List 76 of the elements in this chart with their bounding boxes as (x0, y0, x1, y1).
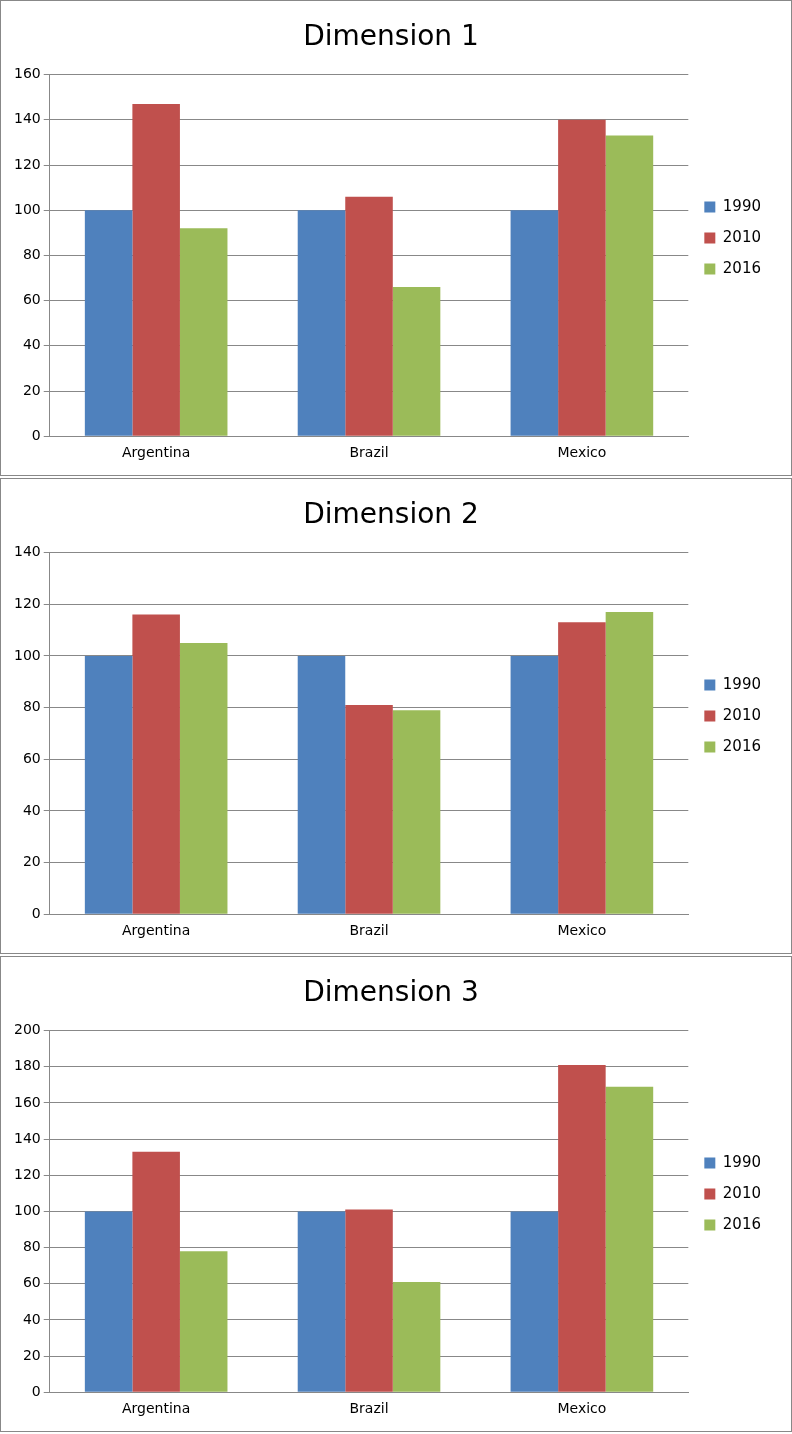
y-tick-label: 20 (22, 1346, 41, 1363)
bar (84, 655, 133, 914)
bar (345, 1209, 393, 1392)
bar (297, 1211, 346, 1392)
y-tick-label: 60 (22, 291, 41, 308)
bar (132, 103, 180, 436)
bar (605, 135, 654, 436)
y-tick-label: 100 (13, 200, 41, 217)
x-tick-label: Brazil (349, 1400, 389, 1417)
y-tick-label: 40 (22, 801, 41, 818)
bar (179, 1251, 228, 1392)
bar (179, 228, 228, 436)
legend-label: 2016 (722, 1214, 762, 1233)
bar (179, 643, 228, 914)
y-tick-label: 200 (13, 1021, 41, 1038)
bar (345, 704, 393, 914)
y-tick-label: 100 (13, 1202, 41, 1219)
y-tick-label: 140 (13, 543, 41, 560)
y-tick-label: 140 (13, 110, 41, 127)
y-tick-label: 160 (13, 1093, 41, 1110)
bar (558, 119, 606, 436)
y-tick-label: 140 (13, 1129, 41, 1146)
y-tick-label: 40 (22, 1310, 41, 1327)
legend-label: 1990 (722, 674, 762, 693)
bar (558, 622, 606, 914)
bar (605, 1086, 654, 1392)
y-tick-label: 160 (13, 65, 41, 82)
chart-title: Dimension 2 (303, 497, 479, 531)
y-tick-label: 20 (22, 381, 41, 398)
legend-label: 2010 (722, 227, 762, 246)
legend-label: 2016 (722, 258, 762, 277)
x-tick-label: Argentina (122, 922, 191, 939)
y-tick-label: 0 (31, 1382, 41, 1399)
legend-label: 2010 (722, 1183, 762, 1202)
bar (510, 1211, 559, 1392)
y-tick-label: 80 (22, 246, 41, 263)
y-tick-label: 40 (22, 336, 41, 353)
y-tick-label: 80 (22, 1238, 41, 1255)
bar (510, 655, 559, 914)
bar (558, 1064, 606, 1392)
x-tick-label: Mexico (557, 1400, 607, 1417)
x-tick-label: Mexico (557, 922, 607, 939)
legend-label: 2010 (722, 705, 762, 724)
bar (84, 210, 133, 436)
bar (345, 196, 393, 436)
x-tick-label: Argentina (122, 1400, 191, 1417)
y-tick-label: 120 (13, 594, 41, 611)
bar (297, 210, 346, 436)
legend-label: 1990 (722, 196, 762, 215)
bar (392, 1281, 441, 1392)
chart-title: Dimension 3 (303, 975, 479, 1009)
bar (132, 614, 180, 914)
chart-title: Dimension 1 (303, 19, 479, 53)
x-tick-label: Brazil (349, 922, 389, 939)
y-tick-label: 80 (22, 698, 41, 715)
y-tick-label: 0 (31, 426, 41, 443)
y-tick-label: 180 (13, 1057, 41, 1074)
x-tick-label: Brazil (349, 444, 389, 461)
y-tick-label: 20 (22, 853, 41, 870)
bar (132, 1151, 180, 1392)
y-tick-label: 100 (13, 646, 41, 663)
bar (297, 655, 346, 914)
y-tick-label: 60 (22, 1274, 41, 1291)
bar (84, 1211, 133, 1392)
x-tick-label: Mexico (557, 444, 607, 461)
y-tick-label: 120 (13, 1165, 41, 1182)
y-tick-label: 0 (31, 904, 41, 921)
bar (605, 612, 654, 914)
y-tick-label: 60 (22, 749, 41, 766)
bar (510, 210, 559, 436)
bar (392, 287, 441, 436)
y-tick-label: 120 (13, 155, 41, 172)
bar (392, 710, 441, 914)
x-tick-label: Argentina (122, 444, 191, 461)
legend-label: 1990 (722, 1152, 762, 1171)
legend-label: 2016 (722, 736, 762, 755)
